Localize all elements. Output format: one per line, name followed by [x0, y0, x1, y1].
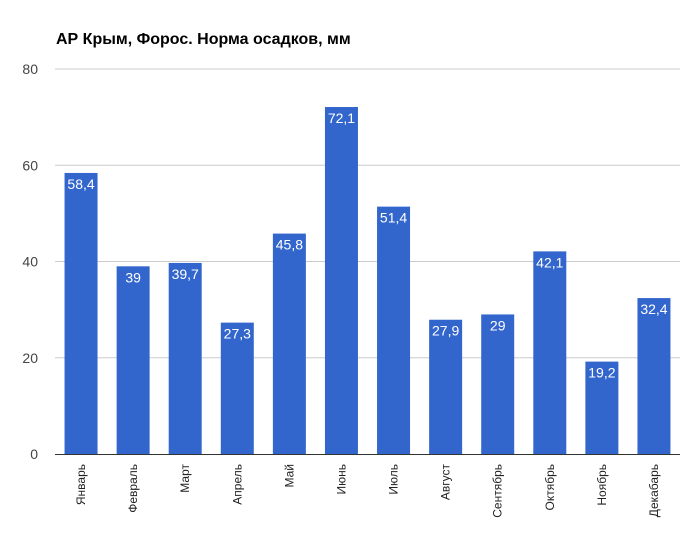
x-tick-label: Октябрь — [543, 464, 557, 511]
chart-title: АР Крым, Форос. Норма осадков, мм — [56, 31, 351, 48]
gridlines — [55, 68, 680, 359]
x-axis-ticks: Январь Февраль Март Апрель Май Июнь Июль Август… — [74, 464, 661, 518]
data-label: 42,1 — [536, 254, 563, 270]
bar-6 — [324, 107, 358, 455]
bar-5 — [272, 233, 306, 454]
x-tick-label: Февраль — [126, 464, 140, 513]
y-tick-label: 60 — [22, 157, 38, 173]
y-tick-label: 0 — [30, 446, 38, 462]
x-tick-label: Март — [178, 464, 192, 493]
x-tick-label: Сентябрь — [491, 464, 505, 518]
bars — [64, 107, 671, 455]
x-tick-label: Ноябрь — [595, 464, 609, 506]
data-label: 32,4 — [640, 301, 667, 317]
data-label: 39 — [125, 269, 141, 285]
bar-4 — [220, 322, 254, 454]
data-label: 27,9 — [432, 323, 459, 339]
y-tick-label: 20 — [22, 350, 38, 366]
data-label: 19,2 — [588, 365, 615, 381]
data-label: 58,4 — [67, 176, 94, 192]
data-label: 72,1 — [328, 110, 355, 126]
bar-1 — [64, 172, 98, 454]
y-axis-ticks: 0 20 40 60 80 — [22, 61, 38, 462]
x-tick-label: Апрель — [230, 464, 244, 505]
x-tick-label: Декабарь — [647, 464, 661, 517]
bar-3 — [168, 262, 202, 454]
data-labels: 58,4 39 39,7 27,3 45,8 72,1 51,4 27,9 29 42,1 19,2… — [67, 110, 667, 381]
bar-2 — [116, 266, 150, 454]
y-tick-label: 80 — [22, 61, 38, 77]
bar-8 — [429, 319, 463, 454]
x-tick-label: Август — [439, 464, 453, 501]
bar-12 — [637, 298, 671, 454]
data-label: 45,8 — [276, 237, 303, 253]
data-label: 51,4 — [380, 210, 407, 226]
x-tick-label: Май — [282, 464, 296, 488]
bar-10 — [533, 251, 567, 454]
data-label: 29 — [490, 317, 506, 333]
x-tick-label: Июнь — [334, 464, 348, 495]
x-tick-label: Январь — [74, 464, 88, 505]
y-tick-label: 40 — [22, 254, 38, 270]
bar-9 — [481, 314, 515, 454]
bar-7 — [377, 206, 411, 454]
bar-11 — [585, 361, 619, 454]
x-tick-label: Июль — [387, 464, 401, 495]
data-label: 39,7 — [172, 266, 199, 282]
data-label: 27,3 — [224, 326, 251, 342]
